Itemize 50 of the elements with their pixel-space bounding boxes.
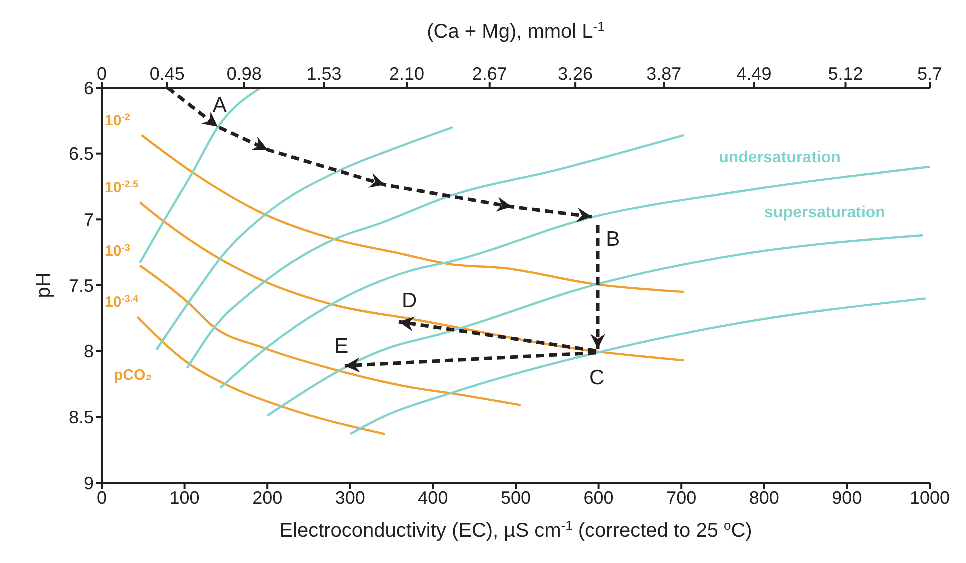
series-label: 10$^{-3}$ (105, 242, 131, 260)
line-series (138, 88, 262, 264)
series-label: 10$^{-3.4}$ (105, 294, 140, 312)
line-series (156, 126, 454, 352)
x2-tick-label: 0.98 (226, 64, 262, 84)
y-tick-label: 6.5 (68, 144, 94, 164)
x-tick-label: 0 (96, 488, 108, 508)
x-tick-label: 1000 (910, 488, 950, 508)
y-tick-label: 7 (84, 210, 94, 230)
x2-tick-label: 5.12 (828, 64, 864, 84)
x-tick-label: 800 (749, 488, 780, 508)
line-series (186, 134, 686, 370)
annotation: A (212, 94, 227, 117)
y-tick-label: 7.5 (68, 276, 94, 296)
series-label: 10$^{-2}$ (105, 112, 131, 130)
y-tick-label: 8.5 (68, 408, 94, 428)
series-label: 10$^{-2.5}$ (105, 179, 140, 197)
y-axis-title: pH (33, 272, 55, 298)
x2-tick-label: 0.45 (150, 64, 185, 84)
x2-tick-label: 5.7 (917, 64, 943, 84)
y-tick-label: 9 (84, 473, 94, 494)
annotation: E (334, 335, 349, 358)
annotation: supersaturation (764, 204, 886, 222)
y-tick-label: 6 (84, 78, 94, 98)
line-series (138, 201, 686, 362)
x-tick-label: 400 (418, 488, 448, 508)
x2-axis-title: (Ca + Mg), mmol L$^{-1}$ (427, 18, 605, 43)
x-tick-label: 200 (252, 488, 283, 508)
x2-tick-label: 2.10 (390, 64, 425, 84)
x-tick-label: 700 (666, 488, 697, 508)
line-series (219, 166, 930, 390)
x-tick-label: 600 (584, 488, 614, 508)
x-tick-label: 900 (832, 488, 862, 508)
annotation: C (590, 366, 605, 390)
x2-tick-label: 0 (96, 64, 108, 84)
x-axis-title: Electroconductivity (EC), µS cm$^{-1}$ (corrected to 25 $^{o}$C) (280, 518, 752, 542)
annotation: undersaturation (719, 150, 841, 167)
annotation: B (606, 228, 620, 252)
x-tick-label: 300 (335, 488, 366, 508)
legend-title: pCO₂ (114, 367, 152, 384)
x2-tick-label: 3.26 (558, 64, 594, 84)
annotation: D (402, 290, 418, 313)
x2-tick-label: 4.49 (736, 64, 772, 84)
x2-tick-label: 2.67 (472, 64, 508, 84)
x2-tick-label: 1.53 (306, 64, 342, 84)
y-tick-label: 8 (84, 342, 94, 362)
x-tick-label: 100 (170, 488, 200, 508)
x2-tick-label: 3.87 (646, 64, 682, 84)
x-tick-label: 500 (500, 488, 532, 508)
line-series (140, 134, 686, 294)
